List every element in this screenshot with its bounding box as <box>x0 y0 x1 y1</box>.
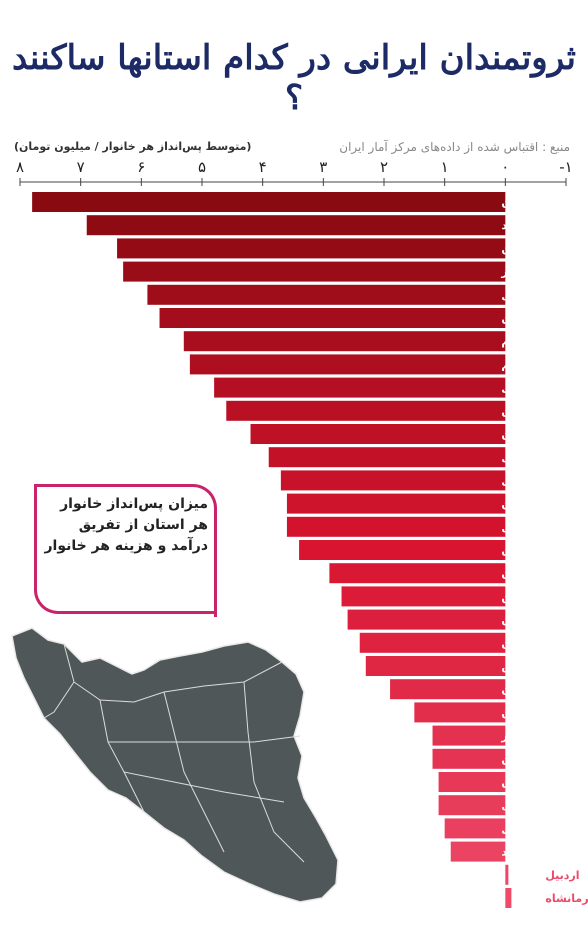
bar <box>32 192 506 212</box>
bar <box>147 284 506 305</box>
bar-category-label: بوشهر <box>500 730 537 743</box>
bar-category-label: کهگلویه و بویراحمد <box>501 846 588 859</box>
bar <box>365 656 506 676</box>
bar <box>280 470 506 491</box>
x-tick-label: ۰ <box>501 158 509 176</box>
bar <box>268 447 506 468</box>
bar <box>347 609 506 630</box>
bar-category-label: قم <box>501 358 517 371</box>
bar-category-label: گلستان <box>501 614 542 627</box>
bar-category-label: لرستان <box>501 405 541 418</box>
bar-category-label: خراسان شمالی <box>501 451 585 464</box>
bar-category-label: خراسان جنوبی <box>501 289 582 302</box>
bar-category-label: اصفهان <box>501 683 544 696</box>
bar <box>214 377 506 398</box>
x-tick-label: ۴ <box>259 158 267 176</box>
bar <box>117 238 506 259</box>
x-tick-label: ۵ <box>198 158 206 176</box>
bar <box>438 772 506 792</box>
bar-category-label: یزد <box>501 219 518 232</box>
bar-category-label: هرمزگان <box>501 544 549 557</box>
bar <box>226 400 506 421</box>
bar-category-label: فارس <box>501 660 534 673</box>
bar <box>390 679 506 700</box>
source-note: منبع : اقتباس شده از داده‌های مرکز آمار … <box>339 140 570 154</box>
bar-category-label: آذربایجان شرقی <box>501 381 588 395</box>
bar-category-label: خراسان رضوی <box>501 799 582 812</box>
bar-category-label: زنجان <box>501 753 533 766</box>
bar-category-label: خوزستان <box>501 706 551 719</box>
x-tick-label: -۱ <box>559 158 572 176</box>
x-tick-label: ۶ <box>137 158 145 176</box>
x-tick-label: ۳ <box>319 158 327 176</box>
bar-category-label: همدان <box>501 637 536 650</box>
bar <box>414 702 506 723</box>
bar-category-label: گیلان <box>501 242 530 255</box>
bar-category-label: کرمان <box>501 312 535 325</box>
bar <box>286 493 506 514</box>
bar <box>250 424 506 444</box>
bar <box>359 632 506 653</box>
bar-category-label: اردبیل <box>545 869 579 882</box>
bar-category-label: کرمانشاه <box>545 892 588 905</box>
bar-category-label: سمنان <box>501 498 537 511</box>
callout-frame-bottom <box>34 484 214 614</box>
bar <box>86 215 506 236</box>
bar <box>299 540 506 560</box>
axis-unit-label: (متوسط پس‌انداز هر خانوار / میلیون تومان… <box>14 140 252 153</box>
bar <box>329 563 506 584</box>
bar <box>286 516 506 537</box>
bar-category-label: کردستان <box>501 776 549 789</box>
bar-category-label: سیستان و بلوچستان <box>501 428 588 441</box>
bar <box>438 795 506 816</box>
bar <box>183 331 506 352</box>
bar-category-label: تهران <box>501 567 532 580</box>
x-tick-label: ۲ <box>380 158 388 176</box>
bar <box>159 308 506 328</box>
bar <box>123 261 506 282</box>
bar <box>505 864 509 885</box>
bar <box>432 725 506 746</box>
iran-map-icon <box>11 627 339 903</box>
x-tick-label: ۸ <box>16 158 24 176</box>
callout-frame-top <box>34 484 217 617</box>
bar-category-label: مازندران <box>501 196 548 209</box>
callout-text: میزان پس‌انداز خانوار هر استان از تفریق … <box>44 496 208 554</box>
x-tick-label: ۷ <box>77 158 85 176</box>
x-tick-label: ۱ <box>441 158 449 176</box>
bar <box>444 818 506 839</box>
bar-category-label: قزوین <box>501 590 536 603</box>
bar <box>505 888 512 908</box>
bar-category-label: البرز <box>500 266 527 279</box>
bar-category-label: مرکزی <box>501 521 538 534</box>
bar-category-label: چهارمحال و بختیاری <box>501 474 588 487</box>
chart-title: ثروتمندان ایرانی در کدام استانها ساکنند … <box>12 38 576 118</box>
bar <box>450 841 506 862</box>
bar-category-label: آذربایجان غربی <box>501 821 584 835</box>
bar <box>432 748 506 769</box>
bar <box>189 354 506 375</box>
bar <box>341 586 506 607</box>
bar-category-label: ایلام <box>501 335 525 348</box>
